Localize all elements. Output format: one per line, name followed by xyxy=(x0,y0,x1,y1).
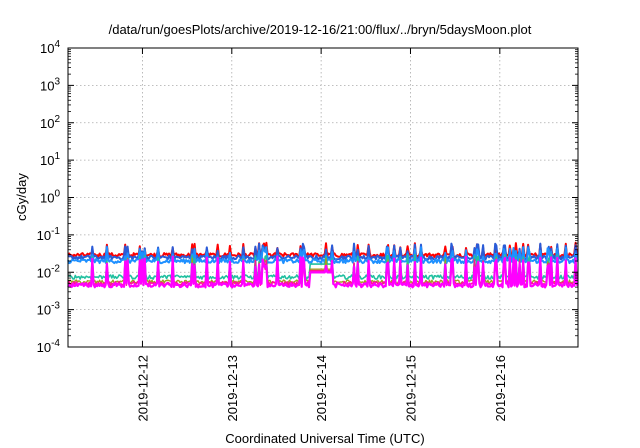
y-tick-label: 102 xyxy=(40,114,60,131)
y-tick-label: 10-3 xyxy=(37,301,61,318)
x-axis-label: Coordinated Universal Time (UTC) xyxy=(225,431,424,446)
x-tick-label: 2019-12-14 xyxy=(314,355,329,422)
y-tick-label: 101 xyxy=(40,151,60,168)
x-axis-ticks: 2019-12-12 2019-12-13 2019-12-14 2019-12-15… xyxy=(135,48,508,422)
y-axis-ticks: 10-4 10-3 10-2 10-1 100 101 102 103 104 xyxy=(37,39,578,355)
x-tick-label: 2019-12-15 xyxy=(403,355,418,422)
y-tick-label: 103 xyxy=(40,76,60,93)
series-line xyxy=(67,242,579,261)
series-line xyxy=(67,255,579,289)
x-tick-label: 2019-12-13 xyxy=(225,355,240,422)
y-tick-label: 100 xyxy=(40,189,60,206)
series-line xyxy=(68,253,579,280)
y-axis-label: cGy/day xyxy=(14,173,29,221)
x-tick-label: 2019-12-16 xyxy=(493,355,508,422)
y-tick-label: 10-4 xyxy=(37,338,61,355)
series-line xyxy=(67,246,579,265)
series-lines xyxy=(67,241,579,289)
y-tick-label: 104 xyxy=(40,39,60,56)
y-tick-label: 10-2 xyxy=(37,263,61,280)
y-tick-label: 10-1 xyxy=(37,226,61,243)
grid-lines xyxy=(68,48,578,347)
x-tick-label: 2019-12-12 xyxy=(135,355,150,422)
chart-title: /data/run/goesPlots/archive/2019-12-16/2… xyxy=(108,22,532,37)
